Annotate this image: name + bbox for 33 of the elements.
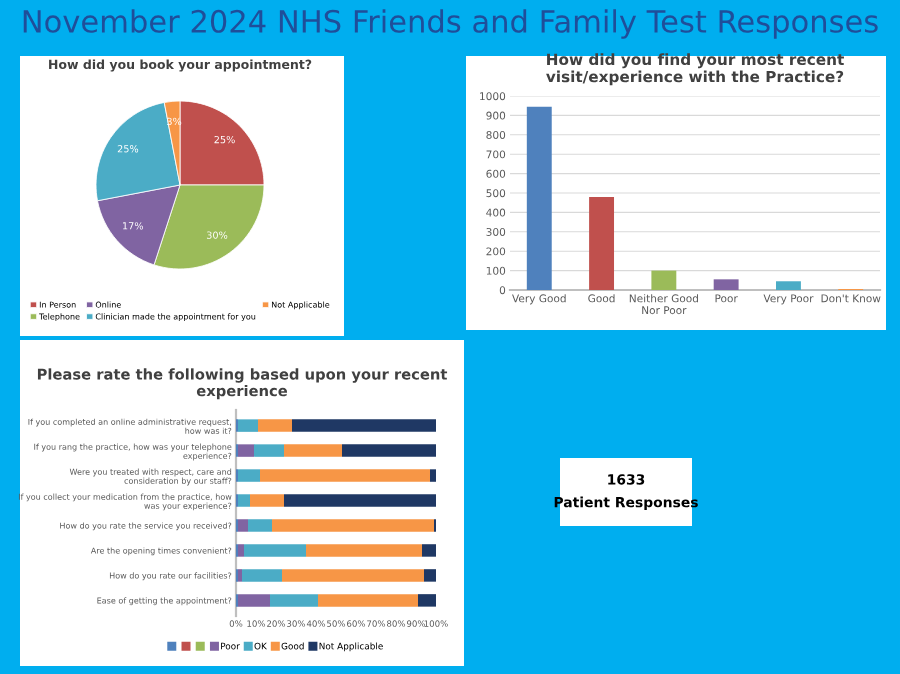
bar bbox=[248, 519, 272, 532]
bar bbox=[272, 519, 434, 532]
bar bbox=[282, 569, 424, 582]
bar bbox=[242, 569, 282, 582]
bar bbox=[589, 196, 615, 290]
bar bbox=[651, 270, 677, 290]
bar bbox=[238, 519, 248, 532]
bar bbox=[713, 279, 739, 290]
bar bbox=[424, 569, 436, 582]
bar bbox=[284, 494, 436, 507]
bar bbox=[260, 469, 430, 482]
bar bbox=[318, 594, 418, 607]
bar bbox=[306, 544, 422, 557]
bar bbox=[422, 544, 436, 557]
bar bbox=[292, 419, 436, 432]
bar bbox=[270, 594, 318, 607]
bar bbox=[238, 494, 250, 507]
bar bbox=[238, 544, 244, 557]
bar bbox=[284, 444, 342, 457]
text: November 2024 NHS Friends and Family Test Responses bbox=[23, 9, 878, 39]
bar bbox=[238, 469, 260, 482]
bar bbox=[244, 544, 306, 557]
bar bbox=[342, 444, 436, 457]
bar bbox=[430, 469, 436, 482]
bar bbox=[258, 419, 292, 432]
bar bbox=[526, 106, 552, 290]
bar bbox=[250, 494, 284, 507]
bar bbox=[238, 419, 258, 432]
bar bbox=[238, 594, 270, 607]
bar bbox=[254, 444, 284, 457]
bar bbox=[238, 444, 254, 457]
bar bbox=[418, 594, 436, 607]
bar bbox=[775, 281, 801, 290]
